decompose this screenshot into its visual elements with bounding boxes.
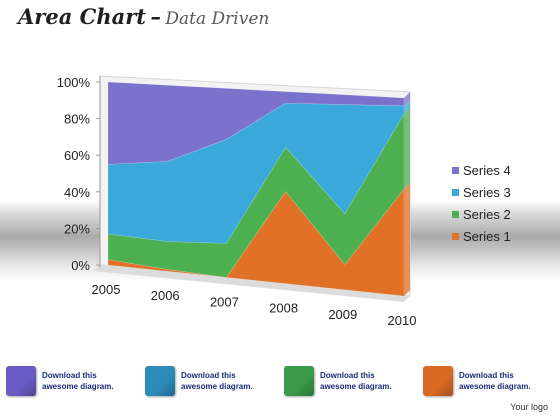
chart-title: Area Chart – Data Driven	[18, 4, 269, 29]
area-side-series-2	[404, 107, 410, 190]
x-tick-label: 2006	[151, 288, 180, 303]
y-tick-label: 0%	[71, 258, 90, 273]
title-dash: –	[150, 4, 161, 29]
x-tick-label: 2007	[210, 294, 239, 309]
footer-text-4-line1: Download this	[459, 371, 514, 380]
x-tick-label: 2010	[388, 313, 417, 328]
footer-text-3-line1: Download this	[320, 371, 375, 380]
y-tick-label: 40%	[64, 185, 90, 200]
legend-swatch-series-3	[452, 189, 459, 196]
x-tick-label: 2008	[269, 301, 298, 316]
footer-item-2[interactable]: Download this awesome diagram.	[145, 366, 275, 398]
legend-swatch-series-2	[452, 211, 459, 218]
footer-swatch-blue	[145, 366, 175, 396]
legend-swatch-series-4	[452, 167, 459, 174]
area-side-series-1	[404, 183, 410, 296]
footer-text-1-line1: Download this	[42, 371, 97, 380]
y-tick-label: 80%	[64, 112, 90, 127]
legend-label: Series 3	[463, 185, 511, 200]
footer-swatch-green	[284, 366, 314, 396]
area-side-series-4	[404, 92, 410, 106]
title-main: Area Chart	[18, 4, 146, 29]
logo-text: Your logo	[510, 402, 548, 412]
footer-text-1: Download this awesome diagram.	[42, 370, 137, 392]
footer-text-1-line2: awesome diagram.	[42, 382, 114, 391]
footer-text-2-line1: Download this	[181, 371, 236, 380]
footer-text-3-line2: awesome diagram.	[320, 382, 392, 391]
footer-swatch-orange	[423, 366, 453, 396]
chart-floor	[94, 265, 410, 302]
footer-text-4-line2: awesome diagram.	[459, 382, 531, 391]
area-chart-3d: 0% 20% 40% 60% 80% 100% 2005 2006 2007 2008 2009 20…	[57, 75, 511, 328]
footer-text-3: Download this awesome diagram.	[320, 370, 415, 392]
x-tick-label: 2009	[328, 307, 357, 322]
area-side-series-3	[404, 99, 410, 114]
title-sub: Data Driven	[165, 9, 270, 29]
legend-label: Series 2	[463, 207, 511, 222]
legend-swatch-series-1	[452, 233, 459, 240]
footer-item-4[interactable]: Download this awesome diagram.	[423, 366, 553, 398]
y-tick-label: 20%	[64, 221, 90, 236]
footer-swatch-purple	[6, 366, 36, 396]
x-tick-label: 2005	[92, 282, 121, 297]
footer-text-2-line2: awesome diagram.	[181, 382, 253, 391]
y-tick-label: 100%	[57, 75, 91, 90]
y-tick-label: 60%	[64, 148, 90, 163]
legend-label: Series 1	[463, 229, 511, 244]
footer-text-4: Download this awesome diagram.	[459, 370, 554, 392]
footer-item-1[interactable]: Download this awesome diagram.	[6, 366, 136, 398]
footer-item-3[interactable]: Download this awesome diagram.	[284, 366, 414, 398]
legend-label: Series 4	[463, 163, 511, 178]
footer-text-2: Download this awesome diagram.	[181, 370, 276, 392]
